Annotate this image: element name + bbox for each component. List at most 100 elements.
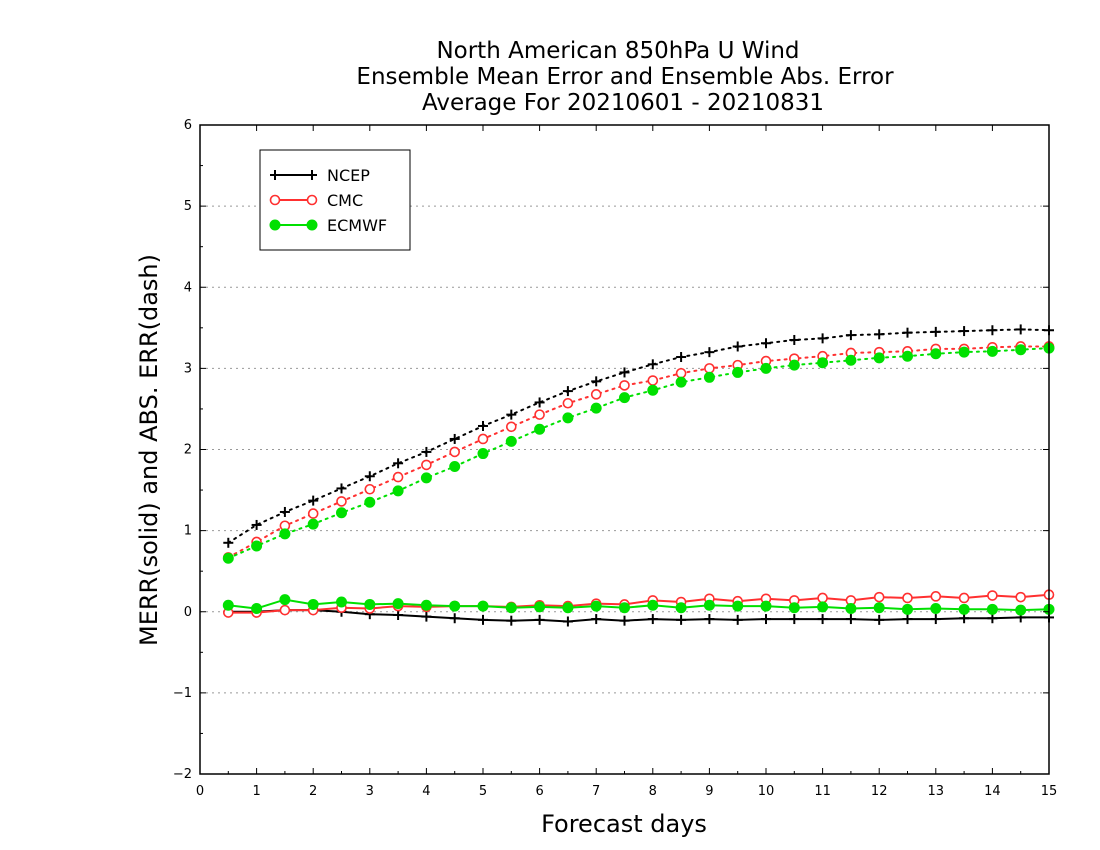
x-tick-label: 13 [928,784,945,799]
legend-label-cmc: CMC [327,191,363,210]
point-ecmwf-abs-err [958,346,970,358]
x-tick-label: 8 [649,784,657,799]
series-layer [222,324,1055,627]
point-cmc-merr [902,592,913,604]
legend-marker-ecmwf [306,219,318,231]
y-tick-label: 2 [184,443,192,458]
point-cmc-abs-err [364,483,376,495]
y-tick-label: 3 [184,361,192,376]
point-ecmwf-abs-err [732,366,744,378]
point-ncep-abs-err [1015,324,1026,335]
point-ncep-merr [534,614,545,625]
point-ncep-abs-err [619,367,630,378]
point-ncep-merr [676,614,687,625]
point-ecmwf-merr [703,599,715,611]
point-cmc-merr [873,591,885,603]
point-ecmwf-abs-err [477,448,489,460]
point-cmc-abs-err [307,508,319,519]
point-ncep-merr [930,614,941,625]
x-tick-label: 3 [366,784,374,799]
x-tick-label: 14 [984,784,1001,799]
point-ecmwf-merr [1015,604,1027,616]
point-cmc-merr [958,592,970,604]
point-cmc-merr [987,590,998,601]
point-ncep-abs-err [364,471,375,482]
point-ncep-abs-err [251,519,262,530]
point-cmc-abs-err [392,471,404,483]
point-ecmwf-abs-err [505,435,517,447]
series-line-cmc-abs-err [227,345,1050,559]
point-ncep-merr [761,614,771,625]
y-tick-label: 5 [184,199,192,214]
point-ncep-merr [393,609,404,620]
point-ncep-merr [732,614,743,625]
point-cmc-abs-err [449,446,461,458]
point-ncep-abs-err [676,352,687,363]
point-ecmwf-abs-err [817,357,829,369]
legend-item-ncep: NCEP [270,166,370,185]
point-ncep-abs-err [562,386,573,397]
point-cmc-abs-err [336,496,347,507]
point-ncep-abs-err [308,495,319,506]
y-tick-label: −2 [173,767,192,782]
point-ncep-merr [874,614,885,625]
chart-title-line-2: Ensemble Mean Error and Ensemble Abs. Er… [356,64,894,90]
point-ncep-abs-err [393,458,404,469]
point-ncep-abs-err [930,326,941,337]
point-cmc-abs-err [704,363,715,374]
point-ncep-abs-err [647,359,658,370]
point-cmc-abs-err [675,367,687,379]
point-ecmwf-abs-err [930,348,942,360]
point-ecmwf-merr [364,598,376,610]
legend-marker-ncep [307,170,317,180]
point-ecmwf-abs-err [534,423,546,435]
point-ncep-merr [647,614,658,625]
x-axis-label: Forecast days [541,810,707,838]
x-tick-label: 6 [535,784,543,799]
point-ecmwf-abs-err [986,345,998,357]
point-ecmwf-merr [534,601,546,613]
point-ncep-merr [506,615,517,626]
y-tick-label: 1 [184,524,192,539]
legend-marker-cmc [306,194,318,206]
point-ecmwf-abs-err [788,359,800,371]
point-ecmwf-merr [845,603,857,615]
point-ncep-merr [789,614,800,625]
point-ncep-abs-err [732,341,743,352]
point-ncep-merr [902,614,913,625]
point-ncep-abs-err [789,334,800,345]
series-ncep [223,324,1054,627]
x-tick-label: 5 [479,784,487,799]
x-tick-label: 1 [252,784,260,799]
point-ncep-abs-err [449,433,460,444]
point-ecmwf-merr [760,600,772,612]
point-ncep-abs-err [223,537,234,548]
point-ncep-abs-err [704,347,715,358]
point-ecmwf-abs-err [222,552,234,564]
series-line-ncep-abs-err [227,328,1050,544]
point-ecmwf-abs-err [647,384,659,396]
chart-title-line-1: North American 850hPa U Wind [436,38,799,64]
point-cmc-abs-err [562,397,574,409]
series-ecmwf [222,342,1055,616]
point-ncep-abs-err [817,333,828,344]
point-cmc-abs-err [421,459,432,471]
point-ecmwf-abs-err [336,507,347,519]
point-ncep-abs-err [421,446,432,457]
point-ncep-abs-err [987,325,998,336]
point-ecmwf-abs-err [392,485,404,497]
point-ncep-merr [591,614,602,625]
point-ecmwf-merr [336,596,347,608]
point-cmc-merr [1015,591,1027,603]
legend: NCEP CMC ECMWF [259,149,411,251]
point-ecmwf-abs-err [562,412,574,424]
point-ecmwf-abs-err [420,472,432,484]
point-ecmwf-merr [986,603,998,615]
point-cmc-abs-err [647,375,659,386]
series-cmc [223,341,1055,618]
legend-label-ncep: NCEP [327,166,370,185]
point-ncep-abs-err [902,327,913,338]
point-ecmwf-merr [477,600,489,612]
chart-title-line-3: Average For 20210601 - 20210831 [422,90,824,116]
